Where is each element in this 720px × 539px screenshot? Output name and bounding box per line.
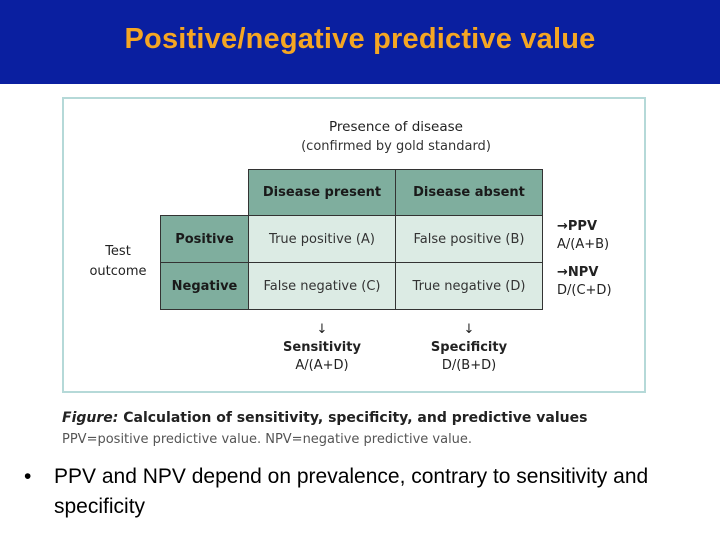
row-header-positive: Positive — [160, 215, 249, 263]
down-arrow-icon: ↓ — [463, 322, 475, 337]
slide-title: Positive/negative predictive value — [124, 22, 596, 55]
row-header-negative: Negative — [160, 262, 249, 310]
row-group-label-line2: outcome — [89, 264, 147, 279]
caption-text: Calculation of sensitivity, specificity,… — [118, 410, 588, 426]
sensitivity-formula: A/(A+D) — [295, 358, 349, 373]
cell-true-negative: True negative (D) — [395, 262, 543, 310]
ppv-name: PPV — [567, 219, 598, 234]
bullet-icon: • — [24, 465, 32, 488]
specificity-name: Specificity — [430, 340, 508, 355]
npv-name: NPV — [567, 265, 599, 280]
cell-false-negative: False negative (C) — [248, 262, 396, 310]
ppv-label: →PPV A/(A+B) — [557, 218, 609, 254]
specificity-label: ↓ Specificity D/(B+D) — [409, 321, 529, 375]
column-group-subheader: (confirmed by gold standard) — [301, 139, 491, 154]
figure-note: PPV=positive predictive value. NPV=negat… — [62, 432, 473, 447]
npv-formula: D/(C+D) — [557, 283, 612, 298]
right-arrow-icon: → — [557, 219, 568, 234]
sensitivity-label: ↓ Sensitivity A/(A+D) — [262, 321, 382, 375]
ppv-formula: A/(A+B) — [557, 237, 610, 252]
specificity-formula: D/(B+D) — [441, 358, 497, 373]
column-header-disease-absent: Disease absent — [395, 169, 543, 216]
figure-panel: Presence of disease (confirmed by gold s… — [62, 97, 646, 393]
column-header-disease-present: Disease present — [248, 169, 396, 216]
title-bar: Positive/negative predictive value — [0, 0, 720, 84]
row-group-label: Test outcome — [82, 242, 154, 282]
down-arrow-icon: ↓ — [316, 322, 328, 337]
cell-false-positive: False positive (B) — [395, 215, 543, 263]
bullet-point: • PPV and NPV depend on prevalence, cont… — [24, 462, 704, 522]
bullet-text: PPV and NPV depend on prevalence, contra… — [54, 465, 649, 518]
row-group-label-line1: Test — [105, 244, 131, 259]
right-arrow-icon: → — [557, 265, 568, 280]
figure-caption: Figure: Calculation of sensitivity, spec… — [62, 410, 587, 426]
npv-label: →NPV D/(C+D) — [557, 264, 612, 300]
column-group-header: Presence of disease — [329, 119, 463, 135]
sensitivity-name: Sensitivity — [283, 340, 361, 355]
cell-true-positive: True positive (A) — [248, 215, 396, 263]
caption-prefix: Figure: — [62, 410, 119, 426]
